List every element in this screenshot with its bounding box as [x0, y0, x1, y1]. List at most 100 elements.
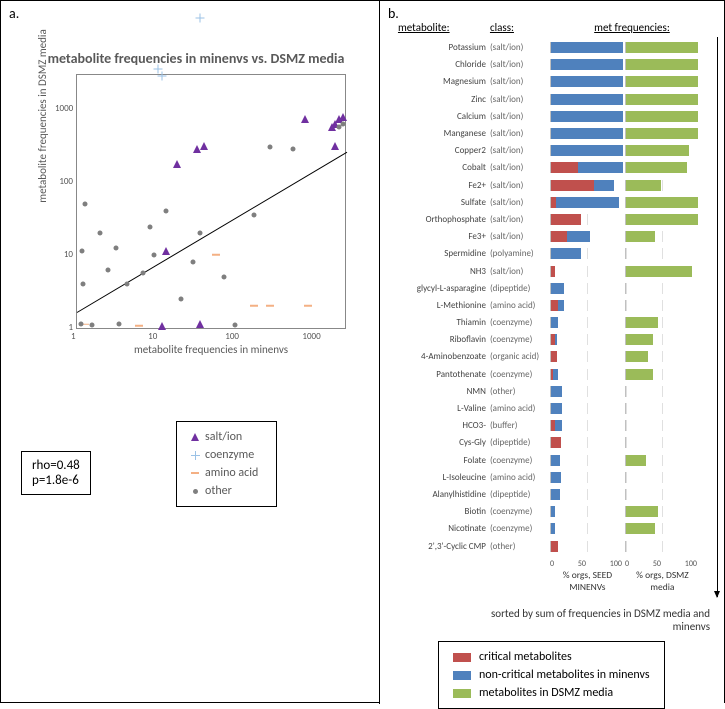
row-name: Fe3+ [398, 231, 490, 242]
bar-noncritical [555, 334, 557, 345]
bar-minenvs [550, 162, 622, 173]
row-name: Spermidine [398, 248, 490, 259]
metabolite-row: Cys-Gly(dipeptide) [398, 434, 710, 451]
bar-critical [551, 231, 567, 242]
metabolite-row: Nicotinate(coenzyme) [398, 520, 710, 537]
metabolite-row: 2',3'-Cyclic CMP(other) [398, 537, 710, 554]
bar-dsmz [625, 248, 697, 259]
hdr-frequencies: met frequencies: [550, 21, 714, 34]
row-class: (amino acid) [490, 403, 550, 414]
row-name: glycyl-L-asparagine [398, 283, 490, 294]
point-salt [331, 142, 339, 150]
bar-noncritical [551, 59, 623, 70]
bar-noncritical [567, 231, 590, 242]
bar-dsmz-val [626, 334, 653, 345]
point-other [267, 145, 272, 150]
bar-noncritical [551, 386, 562, 397]
bar-minenvs [550, 197, 622, 208]
point-other [140, 271, 145, 276]
metabolite-row: Riboflavin(coenzyme) [398, 331, 710, 348]
bar-dsmz [625, 455, 697, 466]
bar-minenvs [550, 523, 622, 534]
bar-minenvs [550, 334, 622, 345]
bar-axis-labels: 0 50 100 % orgs, SEED MINENVs 0 50 100 %… [550, 559, 710, 593]
bar-dsmz-val [626, 214, 698, 225]
legend-label: other [205, 484, 232, 498]
bar-dsmz [625, 180, 697, 191]
bar-dsmz [625, 162, 697, 173]
legend-label: coenzyme [205, 448, 254, 462]
swatch-icon [453, 653, 471, 662]
bar-minenvs [550, 266, 622, 277]
point-other [113, 245, 118, 250]
point-other [233, 322, 238, 327]
axis2-caption: % orgs, DSMZ media [625, 569, 700, 593]
t: 0 [550, 559, 554, 569]
legend-row: other [185, 482, 258, 500]
bar-dsmz-val [626, 59, 698, 70]
metabolite-row: Copper2(salt/ion) [398, 142, 710, 159]
point-other [98, 231, 103, 236]
row-class: (salt/ion) [490, 145, 550, 156]
row-name: Zinc [398, 94, 490, 105]
metabolite-row: HCO3-(buffer) [398, 417, 710, 434]
row-name: Cobalt [398, 162, 490, 173]
bar-dsmz [625, 541, 697, 552]
bar-dsmz [625, 369, 697, 380]
bar-minenvs [550, 300, 622, 311]
bar-dsmz-val [626, 42, 698, 53]
bar-dsmz [625, 523, 697, 534]
bar-dsmz [625, 283, 697, 294]
metabolite-row: Chloride(salt/ion) [398, 56, 710, 73]
metabolite-row: Orthophosphate(salt/ion) [398, 211, 710, 228]
point-salt [173, 160, 181, 168]
row-name: L-Valine [398, 403, 490, 414]
point-amino [212, 254, 220, 256]
row-class: (coenzyme) [490, 317, 550, 328]
row-name: Fe2+ [398, 180, 490, 191]
t: 100 [610, 559, 622, 569]
legend-b-label: critical metabolites [479, 650, 572, 664]
bar-noncritical [551, 76, 623, 87]
bar-minenvs [550, 317, 622, 328]
row-class: (coenzyme) [490, 334, 550, 345]
point-other [152, 252, 157, 257]
bar-minenvs [550, 437, 622, 448]
row-class: (dipeptide) [490, 283, 550, 294]
ytick: 100 [55, 176, 73, 187]
xtick: 1 [71, 331, 76, 342]
bar-dsmz [625, 145, 697, 156]
bar-minenvs [550, 420, 622, 431]
bar-noncritical [553, 369, 558, 380]
bar-rows: Potassium(salt/ion)Chloride(salt/ion)Mag… [398, 39, 710, 555]
bar-minenvs [550, 42, 622, 53]
row-name: L-Methionine [398, 300, 490, 311]
bar-noncritical [551, 317, 558, 328]
ytick: 1000 [55, 103, 73, 114]
row-class: (salt/ion) [490, 231, 550, 242]
metabolite-row: L-Valine(amino acid) [398, 400, 710, 417]
row-class: (salt/ion) [490, 76, 550, 87]
metabolite-row: Potassium(salt/ion) [398, 39, 710, 56]
point-other [82, 201, 87, 206]
point-other [291, 147, 296, 152]
bar-dsmz [625, 317, 697, 328]
figure-container: a. metabolite frequencies in minenvs vs.… [0, 0, 725, 703]
metabolite-row: Calcium(salt/ion) [398, 108, 710, 125]
bar-dsmz [625, 351, 697, 362]
row-name: Magnesium [398, 76, 490, 87]
row-name: Cys-Gly [398, 437, 490, 448]
row-class: (amino acid) [490, 472, 550, 483]
point-other [78, 322, 83, 327]
bar-dsmz [625, 42, 697, 53]
point-coenzyme [157, 72, 166, 81]
metabolite-row: Magnesium(salt/ion) [398, 73, 710, 90]
metabolite-row: L-Isoleucine(amino acid) [398, 469, 710, 486]
bar-noncritical [551, 403, 562, 414]
row-name: Thiamin [398, 317, 490, 328]
row-name: Manganese [398, 128, 490, 139]
row-class: (salt/ion) [490, 197, 550, 208]
row-name: Alanylhistidine [398, 489, 490, 500]
point-other [125, 282, 130, 287]
swatch-icon [453, 689, 471, 698]
